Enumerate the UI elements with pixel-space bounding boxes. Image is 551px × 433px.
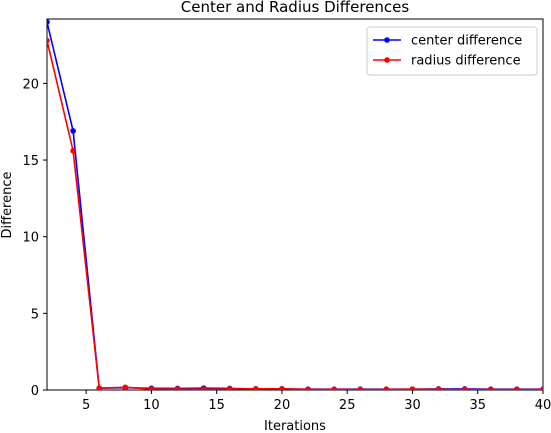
y-tick-label: 0: [31, 384, 39, 399]
data-point: [226, 386, 233, 390]
data-point: [435, 386, 442, 390]
series-line: [47, 21, 543, 390]
data-point: [540, 386, 543, 390]
x-tick-label: 5: [82, 398, 90, 413]
data-point: [47, 37, 50, 44]
legend: center difference radius difference: [366, 26, 538, 76]
legend-label: center difference: [411, 34, 522, 49]
data-point: [461, 386, 468, 390]
x-axis-label: Iterations: [264, 419, 326, 433]
data-point: [305, 386, 311, 390]
plot-area: 5 10 15 20 25 30 35 40 0 5 10 15 20: [22, 18, 551, 413]
x-tick-label: 10: [143, 398, 160, 413]
data-point: [487, 386, 494, 390]
data-point: [47, 19, 50, 25]
data-point: [70, 128, 76, 134]
legend-marker: [384, 57, 390, 63]
legend-marker: [384, 37, 390, 43]
series-line: [47, 40, 543, 390]
y-axis-label: Difference: [0, 171, 15, 238]
data-point: [70, 148, 76, 154]
x-tick-label: 15: [208, 398, 225, 413]
y-tick-label: 10: [22, 231, 39, 246]
data-point: [148, 386, 155, 390]
y-tick-label: 20: [22, 77, 39, 92]
data-point: [122, 384, 129, 390]
data-point: [200, 386, 207, 390]
legend-label: radius difference: [411, 54, 521, 69]
series-1: [47, 37, 543, 390]
y-tick-label: 15: [22, 154, 39, 169]
y-tick-label: 5: [31, 307, 39, 322]
data-point: [383, 386, 390, 390]
data-point: [253, 385, 259, 390]
data-point: [279, 385, 285, 390]
data-point: [514, 386, 520, 390]
x-tick-label: 30: [404, 398, 421, 413]
x-tick-label: 25: [339, 398, 356, 413]
axes-frame: [46, 18, 544, 391]
legend-box: [366, 26, 538, 76]
data-point: [96, 385, 103, 390]
data-point: [331, 386, 337, 390]
data-point: [409, 386, 416, 390]
data-point: [174, 386, 181, 390]
chart-title: Center and Radius Differences: [181, 0, 410, 16]
data-point: [357, 386, 364, 390]
x-tick-label: 35: [469, 398, 486, 413]
x-tick-label: 20: [274, 398, 291, 413]
x-tick-label: 40: [535, 398, 551, 413]
